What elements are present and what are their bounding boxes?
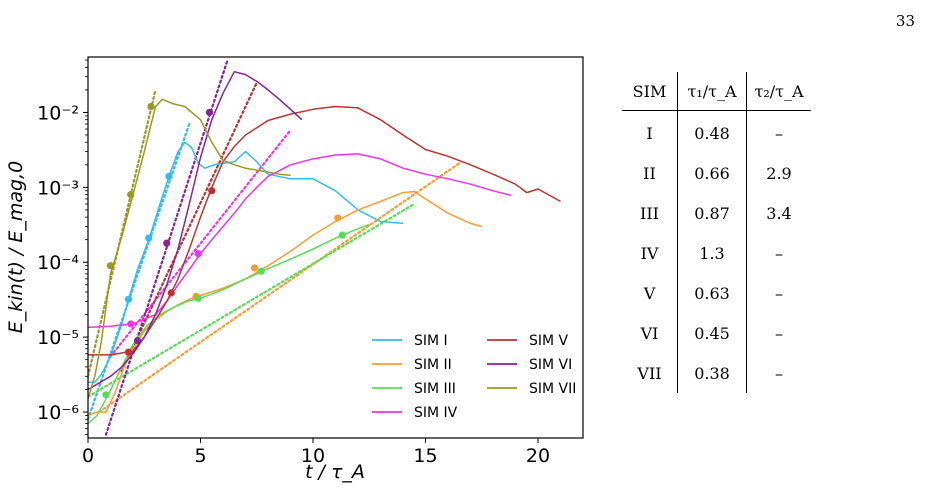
series-line-sim-iv <box>88 153 512 329</box>
table-row: II 0.66 2.9 <box>622 153 811 193</box>
table-cell-sim: II <box>643 163 656 183</box>
table-header-sim: SIM <box>622 72 678 111</box>
table-cell-tau2: 3.4 <box>746 193 811 233</box>
legend-label: SIM III <box>414 381 456 397</box>
table-cell-tau1: 1.3 <box>677 233 747 273</box>
table-cell-tau1: 0.45 <box>677 313 747 353</box>
fit-marker <box>133 336 142 345</box>
series-line-sim-vi <box>88 70 303 391</box>
y-tick-label: 10⁻² <box>37 102 79 124</box>
table-cell-tau1: 0.38 <box>677 353 747 393</box>
x-tick-label: 5 <box>194 445 206 467</box>
table-row: V 0.63 – <box>622 273 811 313</box>
table-row: III 0.87 3.4 <box>622 193 811 233</box>
fit-marker <box>167 289 175 297</box>
table-cell-tau1: 0.87 <box>677 193 747 233</box>
fit-marker <box>102 391 110 399</box>
table-cell-sim: VI <box>640 323 659 343</box>
fit-marker <box>165 172 173 180</box>
table-row: VI 0.45 – <box>622 313 811 353</box>
legend-label: SIM II <box>414 357 452 373</box>
table-header-tau1: τ₁/τ_A <box>677 72 747 111</box>
series-line-sim-iii <box>88 223 370 425</box>
table-cell-tau1: 0.48 <box>677 110 747 153</box>
fit-lines <box>88 59 461 436</box>
fit-line-4 <box>109 129 292 358</box>
legend-label: SIM V <box>529 333 569 349</box>
fit-marker <box>338 231 346 239</box>
table-cell-tau1: 0.66 <box>677 153 747 193</box>
table-header-tau2: τ₂/τ_A <box>746 72 811 111</box>
fit-line-3 <box>88 202 416 398</box>
fit-line-6 <box>104 59 229 436</box>
fit-marker <box>194 250 202 258</box>
y-axis-label: E_kin(t) / E_mag,0 <box>5 161 27 333</box>
table-row: IV 1.3 – <box>622 233 811 273</box>
y-tick-label: 10⁻³ <box>37 177 79 199</box>
table-cell-sim: I <box>646 123 653 143</box>
legend-label: SIM I <box>414 333 448 349</box>
fit-marker <box>250 264 259 272</box>
timescale-table: SIM τ₁/τ_A τ₂/τ_A I 0.48 – II 0.66 2.9 I… <box>622 72 811 393</box>
table-cell-tau2: – <box>746 233 811 273</box>
table-cell-sim: V <box>643 283 656 303</box>
y-tick-label: 10⁻⁵ <box>37 327 79 349</box>
series-line-sim-v <box>88 105 561 356</box>
fit-marker <box>124 348 133 356</box>
fit-marker <box>205 108 214 117</box>
table-row: I 0.48 – <box>622 110 811 153</box>
table-cell-tau2: – <box>746 353 811 393</box>
fit-marker <box>208 187 216 195</box>
fit-markers <box>102 102 346 399</box>
x-tick-label: 15 <box>413 445 437 467</box>
x-tick-label: 10 <box>301 445 325 467</box>
x-tick-label: 0 <box>82 445 94 467</box>
series-line-sim-i <box>88 141 404 383</box>
fit-marker <box>194 294 202 302</box>
fit-marker <box>127 191 135 199</box>
legend-label: SIM VII <box>529 381 576 397</box>
table-cell-tau2: – <box>746 110 811 153</box>
fit-line-7 <box>88 88 157 378</box>
legend-label: SIM VI <box>529 357 572 373</box>
y-tick-label: 10⁻⁴ <box>37 252 79 274</box>
table-cell-sim: III <box>640 203 659 223</box>
fit-marker <box>127 320 135 328</box>
fit-marker <box>145 234 153 242</box>
fit-marker <box>257 267 265 275</box>
table-cell-sim: IV <box>640 243 659 263</box>
fit-line-2 <box>98 162 461 414</box>
axis-ticks: 0 5 10 15 20 10⁻⁶ 10⁻⁵ 10⁻⁴ 10⁻³ 10⁻² <box>37 59 550 467</box>
fit-marker <box>147 102 155 111</box>
table-cell-tau2: – <box>746 273 811 313</box>
table-cell-tau1: 0.63 <box>677 273 747 313</box>
table-row: VII 0.38 – <box>622 353 811 393</box>
fit-marker <box>163 239 171 247</box>
table-cell-sim: VII <box>637 363 662 383</box>
legend-label: SIM IV <box>414 405 458 421</box>
table-header-row: SIM τ₁/τ_A τ₂/τ_A <box>622 72 811 111</box>
x-axis-label: t / τ_A <box>305 461 365 483</box>
fit-marker <box>334 214 342 222</box>
page-number: 33 <box>895 12 915 30</box>
fit-marker <box>124 295 133 303</box>
x-tick-label: 20 <box>526 445 550 467</box>
table-cell-tau2: – <box>746 313 811 353</box>
fit-line-5 <box>120 81 258 373</box>
fit-marker <box>106 262 115 270</box>
legend: SIM I SIM II SIM III SIM IV SIM V SIM VI SIM V… <box>372 333 576 421</box>
table-cell-tau2: 2.9 <box>746 153 811 193</box>
y-tick-label: 10⁻⁶ <box>37 402 79 424</box>
plot-frame <box>87 56 584 439</box>
fit-line-1 <box>88 122 191 421</box>
